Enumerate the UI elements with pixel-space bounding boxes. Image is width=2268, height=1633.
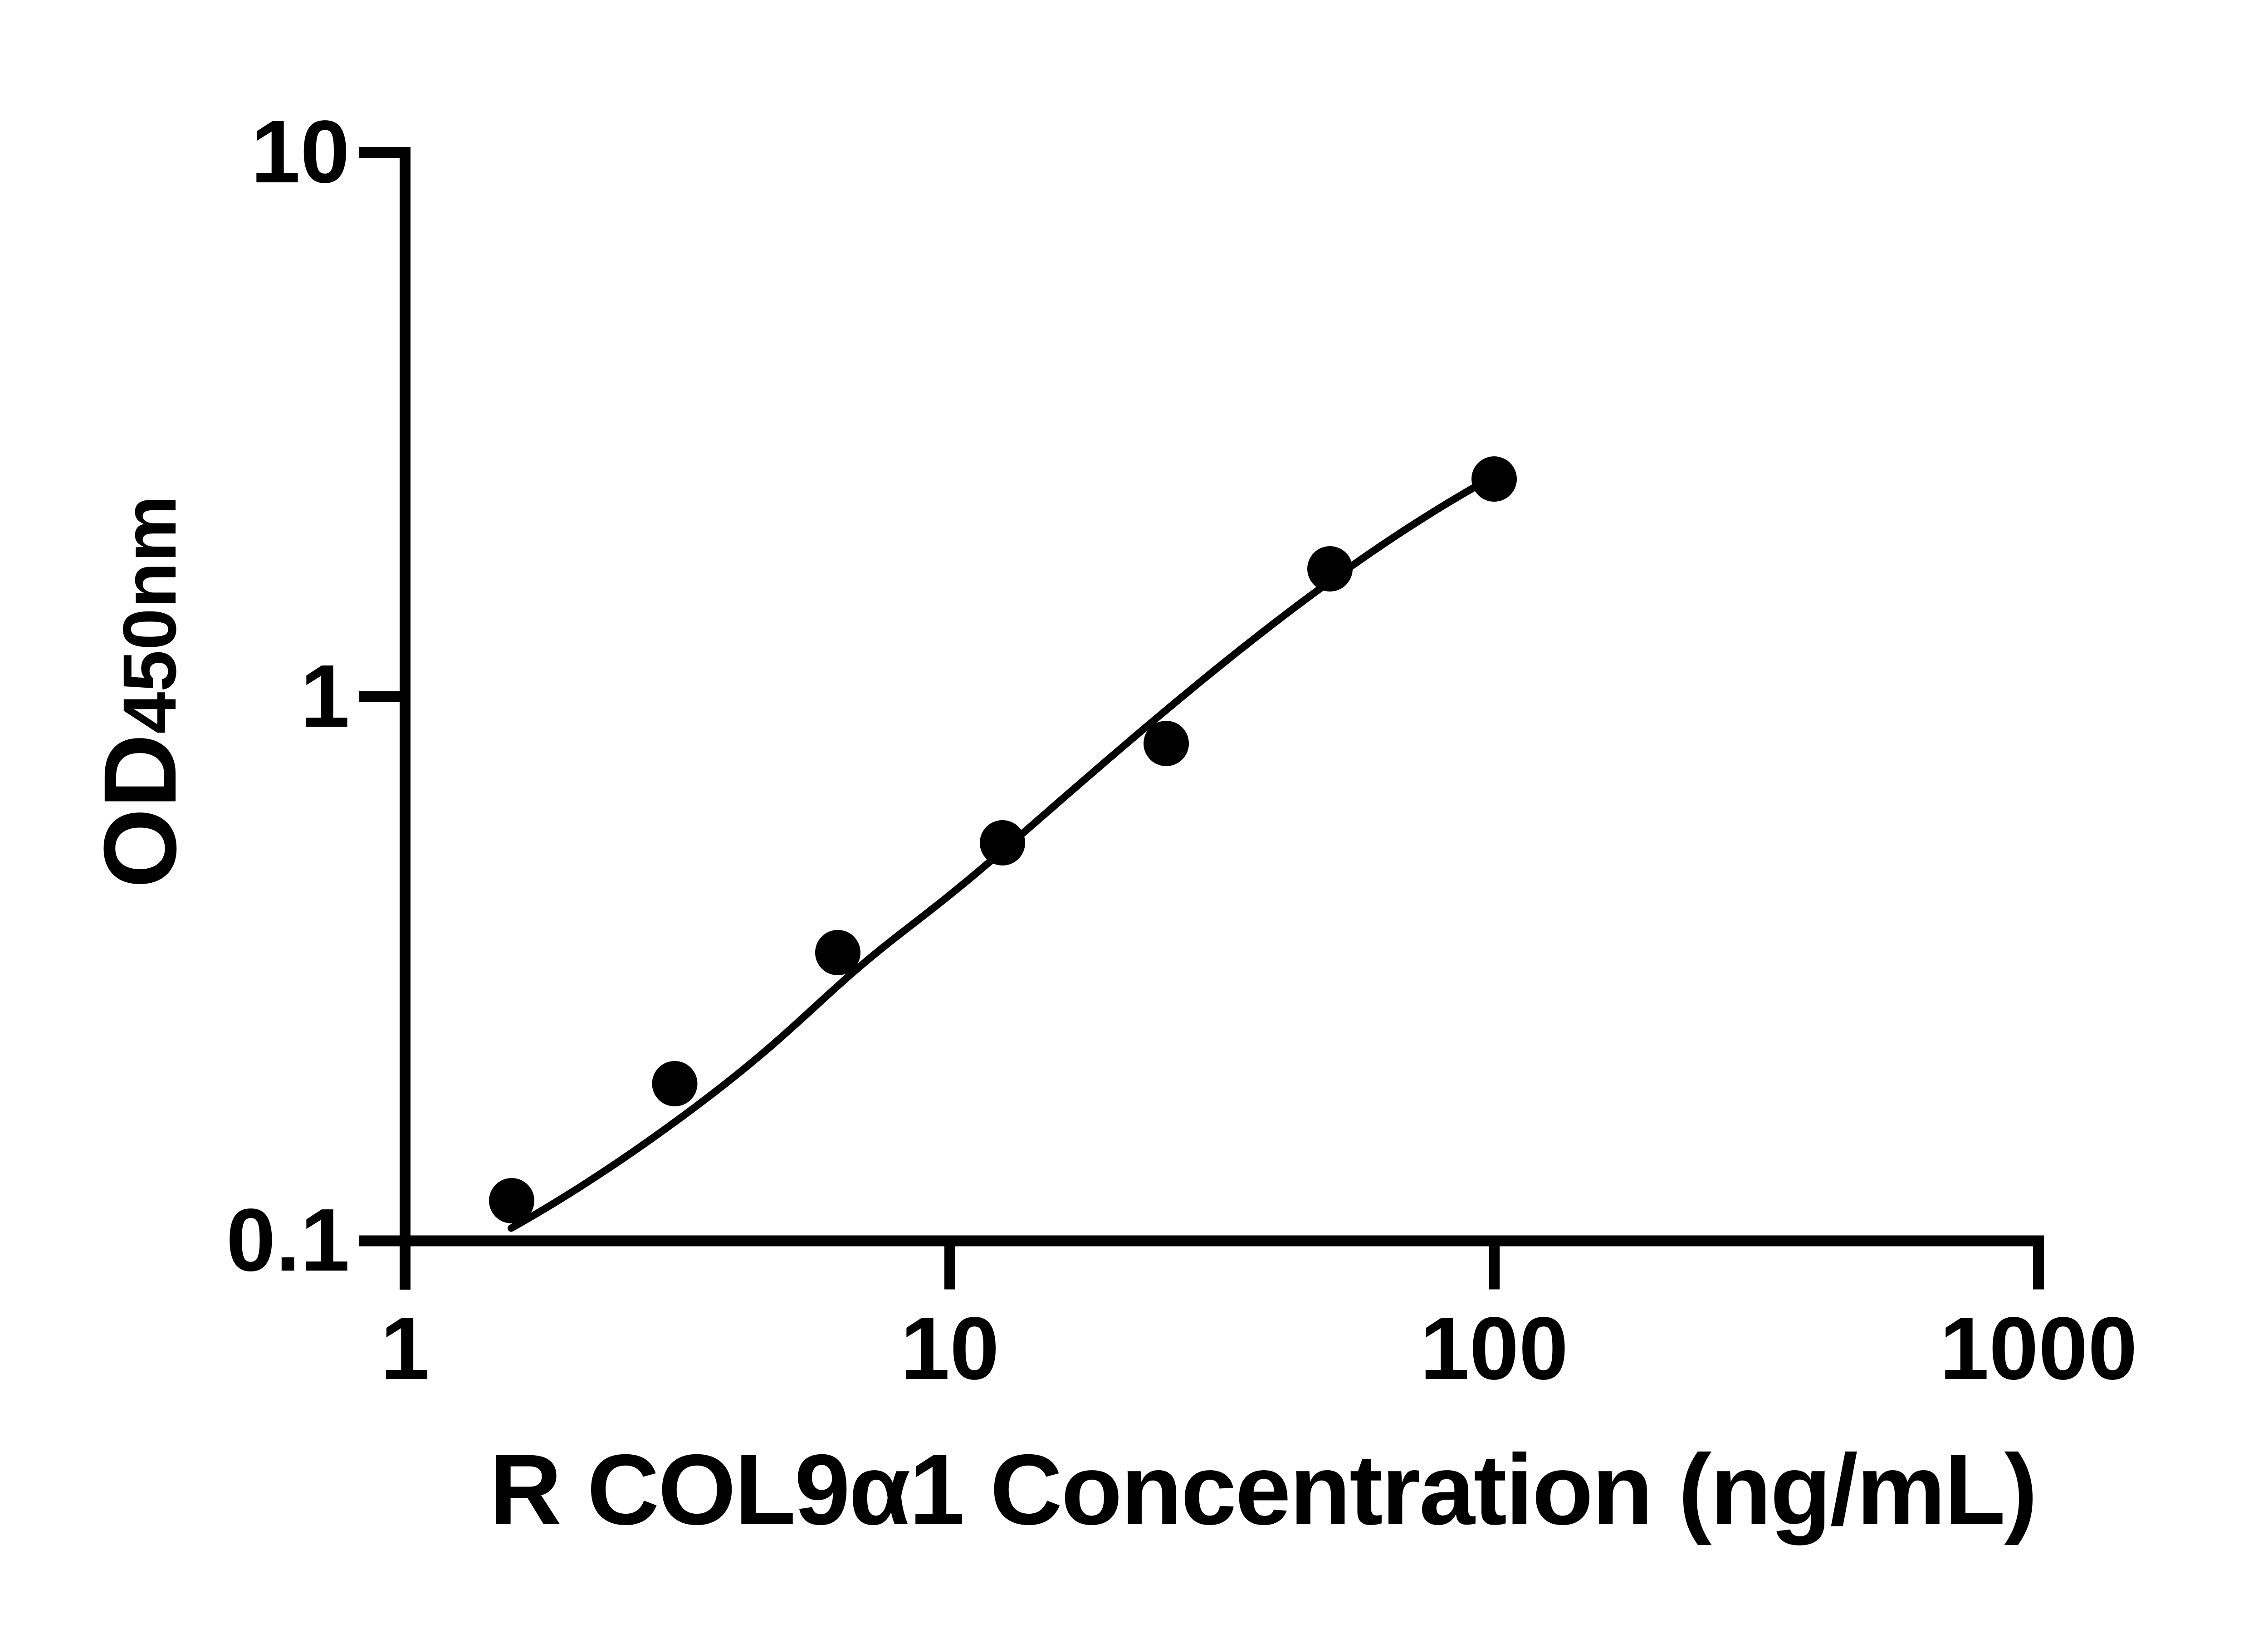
svg-text:1: 1 — [380, 1299, 430, 1398]
svg-text:R COL9α1 Concentration (ng/mL): R COL9α1 Concentration (ng/mL) — [489, 1433, 2036, 1545]
svg-text:1: 1 — [300, 646, 350, 746]
svg-text:0.1: 0.1 — [226, 1190, 350, 1290]
svg-text:10: 10 — [251, 102, 350, 201]
svg-text:100: 100 — [1420, 1299, 1568, 1398]
svg-text:1000: 1000 — [1940, 1299, 2137, 1398]
svg-text:10: 10 — [900, 1299, 999, 1398]
